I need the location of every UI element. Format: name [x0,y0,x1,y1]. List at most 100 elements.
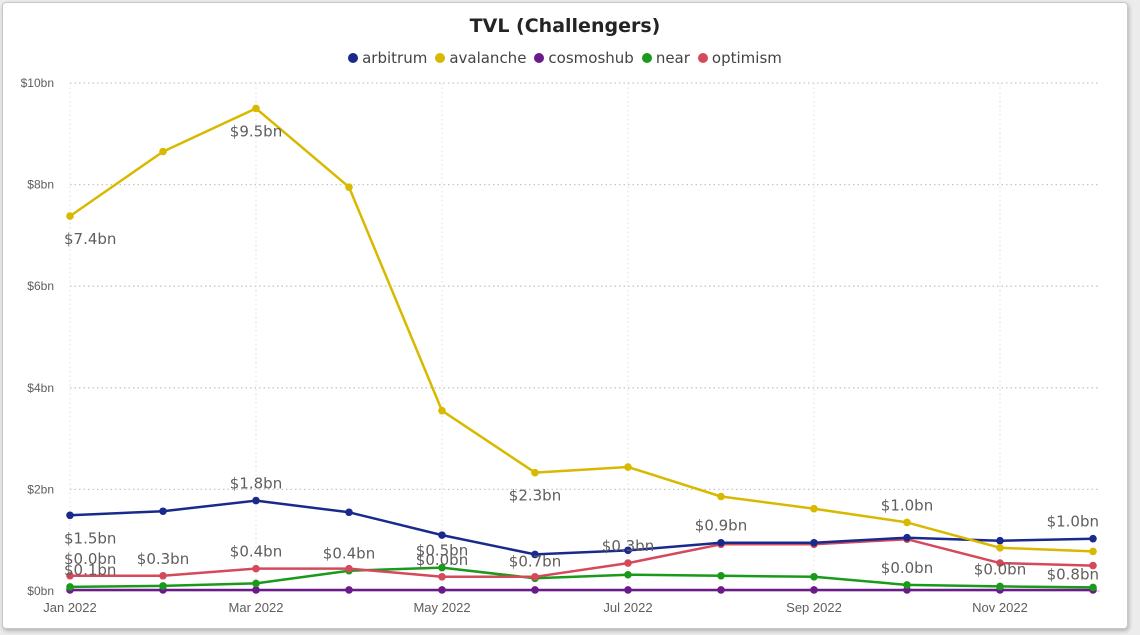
data-point-optimism [252,564,260,573]
x-tick-label: Jul 2022 [603,600,652,615]
data-point-optimism [438,572,446,581]
y-tick-label: $4bn [27,381,54,395]
legend-label-near: near [655,49,690,67]
legend-label-arbitrum: arbitrum [362,49,428,67]
data-point-near [810,572,818,581]
legend-marker-cosmoshub [534,53,545,63]
data-label: $1.0bn [1047,513,1099,531]
data-point-cosmoshub [252,586,260,594]
data-point-arbitrum [810,538,818,547]
data-point-optimism [624,559,632,567]
y-tick-label: $0bn [27,584,54,598]
data-point-near [717,571,725,580]
legend-label-avalanche: avalanche [449,49,527,67]
data-point-near [1089,583,1097,592]
legend-item-near[interactable]: near [641,49,690,67]
data-point-optimism [531,572,539,581]
data-label: $0.3bn [602,537,654,555]
data-point-cosmoshub [438,586,446,594]
data-point-cosmoshub [810,586,818,594]
data-point-near [624,570,632,579]
legend-item-arbitrum[interactable]: arbitrum [348,49,427,67]
data-label: $7.4bn [64,230,116,248]
legend-item-cosmoshub[interactable]: cosmoshub [534,49,634,67]
data-label: $1.0bn [881,496,933,514]
data-label: $0.4bn [230,543,282,561]
data-point-arbitrum [252,496,260,505]
data-point-near [996,582,1004,591]
data-label: $0.0bn [64,550,116,568]
data-label: $0.1bn [64,561,116,579]
chart-card: TVL (Challengers) arbitrum avalanche cos… [2,2,1128,629]
data-point-optimism [996,559,1004,567]
data-point-avalanche [717,492,725,501]
legend-item-optimism[interactable]: optimism [697,49,782,67]
data-label: $0.7bn [509,552,561,570]
data-point-arbitrum [438,531,446,539]
chart-title: TVL (Challengers) [469,15,661,37]
data-label: $0.0bn [881,559,933,577]
legend-label-cosmoshub: cosmoshub [548,49,634,67]
data-point-avalanche [252,104,260,113]
data-point-avalanche [1089,547,1097,556]
data-point-arbitrum [345,508,353,517]
data-point-avalanche [66,212,74,220]
x-tick-label: Mar 2022 [229,600,284,615]
data-point-cosmoshub [624,586,632,594]
data-label: $0.8bn [1047,565,1099,583]
data-point-avalanche [159,147,167,156]
data-point-cosmoshub [345,586,353,594]
data-label: $0.4bn [323,545,375,563]
data-point-cosmoshub [531,586,539,594]
data-point-arbitrum [903,533,911,542]
data-label: $0.9bn [695,517,747,535]
legend-marker-avalanche [435,53,446,63]
x-tick-label: May 2022 [413,600,470,615]
data-point-optimism [345,564,353,573]
data-point-optimism [66,571,74,580]
y-tick-label: $2bn [27,482,54,496]
data-point-avalanche [810,504,818,513]
y-tick-label: $6bn [27,279,54,293]
data-point-avalanche [996,544,1004,552]
x-tick-label: Jan 2022 [43,600,97,615]
data-point-avalanche [438,406,446,415]
data-point-near [438,563,446,572]
series-line-avalanche [69,107,1094,553]
data-point-near [159,582,167,590]
data-point-near [66,583,74,591]
series-line-optimism [70,537,1094,579]
legend-item-avalanche[interactable]: avalanche [435,49,526,67]
data-point-near [903,581,911,589]
data-label: $0.0bn [416,551,468,569]
data-point-arbitrum [717,538,725,547]
legend-marker-optimism [697,53,708,63]
legend-marker-near [641,53,652,63]
data-label: $9.5bn [230,122,282,140]
data-point-arbitrum [996,536,1004,545]
data-point-near [252,579,260,588]
series-line-near [69,566,1094,589]
data-point-avalanche [531,468,539,477]
data-point-arbitrum [159,507,167,516]
series-line-arbitrum [69,499,1094,556]
legend-marker-arbitrum [348,53,359,63]
data-point-arbitrum [1089,534,1097,543]
x-tick-label: Nov 2022 [972,600,1028,615]
data-point-arbitrum [624,546,632,555]
legend-label-optimism: optimism [711,49,782,67]
data-point-avalanche [345,183,353,191]
data-point-arbitrum [531,550,539,559]
data-point-arbitrum [66,511,74,520]
data-label: $0.3bn [137,550,189,568]
data-point-avalanche [624,463,632,471]
data-point-optimism [1089,561,1097,570]
data-point-cosmoshub [717,586,725,594]
data-label: $0.5bn [416,542,468,560]
data-label: $1.8bn [230,475,282,493]
data-point-avalanche [903,518,911,527]
data-label: $0.0bn [974,560,1026,578]
data-label: $2.3bn [509,487,561,505]
data-label: $1.5bn [64,529,116,547]
